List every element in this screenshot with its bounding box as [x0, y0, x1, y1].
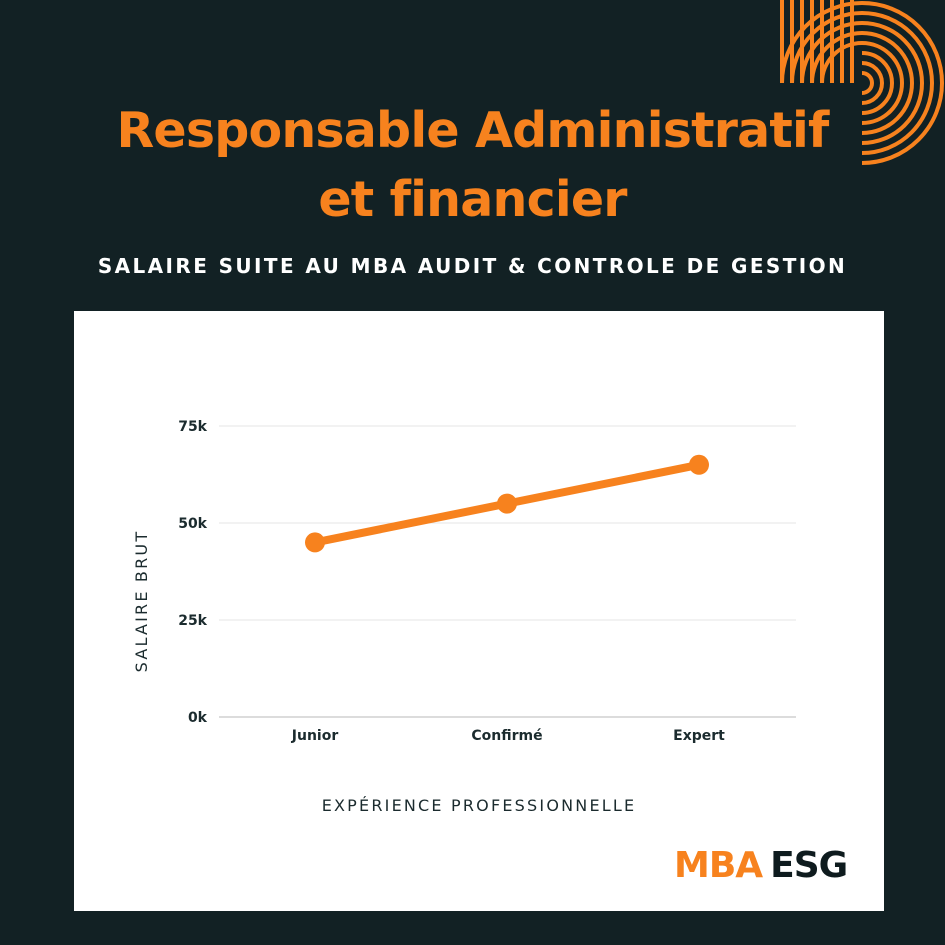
corner-stripes-decoration: [780, 0, 944, 165]
x-axis-title: EXPÉRIENCE PROFESSIONNELLE: [322, 796, 637, 815]
page-subtitle: SALAIRE SUITE AU MBA AUDIT & CONTROLE DE…: [97, 254, 848, 278]
x-tick-label: Expert: [673, 728, 725, 744]
y-tick-label: 25k: [178, 613, 207, 629]
y-axis-title: SALAIRE BRUT: [132, 530, 151, 673]
x-tick-label: Junior: [291, 728, 339, 744]
logo-mba: MBA: [674, 845, 763, 886]
data-point: [689, 454, 709, 475]
mba-esg-logo: MBA ESG: [674, 841, 859, 891]
title-line-2: et financier: [318, 171, 627, 228]
salary-line-chart: 0k 25k 50k 75k Junior Confirmé Expert SALAIRE…: [132, 419, 796, 815]
data-point: [497, 493, 517, 514]
logo-esg: ESG: [770, 845, 848, 886]
y-tick-label: 75k: [178, 419, 207, 435]
title-line-1: Responsable Administratif: [116, 102, 829, 159]
data-point: [305, 532, 325, 553]
chart-card: 0k 25k 50k 75k Junior Confirmé Expert SALAIRE…: [74, 311, 884, 911]
y-tick-label: 0k: [188, 710, 208, 726]
page-title: Responsable Administratif et financier: [0, 96, 945, 234]
x-tick-label: Confirmé: [471, 728, 542, 744]
y-tick-label: 50k: [178, 516, 207, 532]
